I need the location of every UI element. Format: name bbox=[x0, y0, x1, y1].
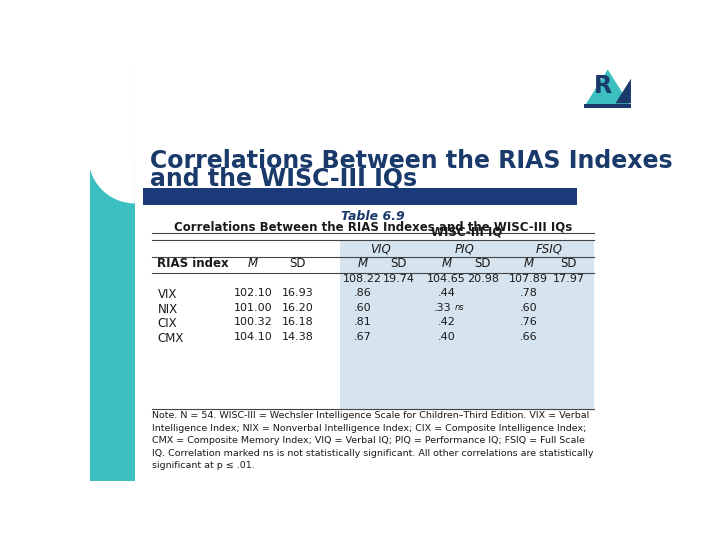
Text: Table 6.9: Table 6.9 bbox=[341, 211, 405, 224]
Text: .78: .78 bbox=[520, 288, 538, 298]
Text: .66: .66 bbox=[520, 332, 537, 342]
Text: VIQ: VIQ bbox=[370, 242, 391, 255]
Bar bbox=[340, 240, 594, 409]
Text: 19.74: 19.74 bbox=[382, 274, 415, 284]
Text: .60: .60 bbox=[354, 303, 372, 313]
Polygon shape bbox=[616, 79, 631, 103]
Text: 104.10: 104.10 bbox=[233, 332, 272, 342]
Bar bbox=[143, 188, 577, 205]
Text: 102.10: 102.10 bbox=[233, 288, 272, 298]
Text: M: M bbox=[358, 257, 368, 271]
Text: 104.65: 104.65 bbox=[427, 274, 466, 284]
Text: .67: .67 bbox=[354, 332, 372, 342]
Text: .86: .86 bbox=[354, 288, 372, 298]
Text: and the WISC-III IQs: and the WISC-III IQs bbox=[150, 166, 418, 191]
Text: .81: .81 bbox=[354, 318, 372, 327]
Text: .60: .60 bbox=[520, 303, 537, 313]
Bar bbox=[90, 65, 191, 157]
Bar bbox=[90, 157, 135, 481]
Text: 14.38: 14.38 bbox=[282, 332, 314, 342]
Polygon shape bbox=[89, 65, 135, 204]
Text: SD: SD bbox=[561, 257, 577, 271]
Text: R: R bbox=[594, 75, 612, 98]
Text: .33: .33 bbox=[434, 303, 451, 313]
Text: 100.32: 100.32 bbox=[233, 318, 272, 327]
Text: 101.00: 101.00 bbox=[233, 303, 272, 313]
Polygon shape bbox=[585, 70, 631, 106]
Text: M: M bbox=[441, 257, 451, 271]
Text: .42: .42 bbox=[438, 318, 456, 327]
Text: FSIQ: FSIQ bbox=[535, 242, 562, 255]
Text: 20.98: 20.98 bbox=[467, 274, 499, 284]
Text: CIX: CIX bbox=[158, 318, 177, 330]
Text: PIQ: PIQ bbox=[454, 242, 474, 255]
Text: SD: SD bbox=[474, 257, 491, 271]
Text: .76: .76 bbox=[520, 318, 538, 327]
Text: 16.93: 16.93 bbox=[282, 288, 314, 298]
Text: .40: .40 bbox=[438, 332, 455, 342]
Text: RIAS index: RIAS index bbox=[158, 257, 229, 271]
Text: CMX: CMX bbox=[158, 332, 184, 345]
Text: M: M bbox=[248, 257, 258, 271]
Text: SD: SD bbox=[289, 257, 306, 271]
Text: 16.20: 16.20 bbox=[282, 303, 314, 313]
Text: 17.97: 17.97 bbox=[553, 274, 585, 284]
Text: SD: SD bbox=[390, 257, 407, 271]
Bar bbox=[585, 104, 631, 108]
Text: M: M bbox=[523, 257, 534, 271]
Text: NIX: NIX bbox=[158, 303, 178, 316]
Bar bbox=[90, 65, 135, 481]
Text: Note. N = 54. WISC-III = Wechsler Intelligence Scale for Children–Third Edition.: Note. N = 54. WISC-III = Wechsler Intell… bbox=[152, 411, 593, 470]
Text: .44: .44 bbox=[438, 288, 456, 298]
Text: 108.22: 108.22 bbox=[343, 274, 382, 284]
Text: ns: ns bbox=[454, 303, 464, 312]
Text: Correlations Between the RIAS Indexes: Correlations Between the RIAS Indexes bbox=[150, 150, 673, 173]
Text: 16.18: 16.18 bbox=[282, 318, 314, 327]
Text: Correlations Between the RIAS Indexes and the WISC-III IQs: Correlations Between the RIAS Indexes an… bbox=[174, 220, 572, 233]
Text: VIX: VIX bbox=[158, 288, 177, 301]
Text: WISC-III IQ: WISC-III IQ bbox=[431, 225, 503, 238]
Text: 107.89: 107.89 bbox=[509, 274, 548, 284]
